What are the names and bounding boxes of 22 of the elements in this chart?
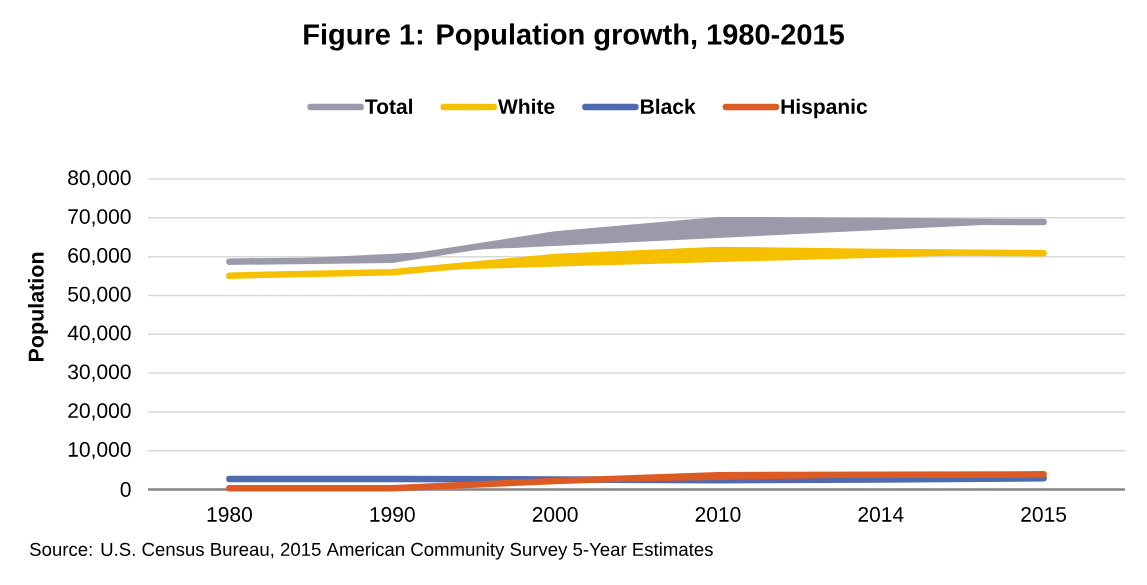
x-tick-label: 2000 [532, 507, 578, 522]
legend-label: White [497, 98, 555, 115]
x-tick-label: 1990 [370, 507, 415, 522]
y-tick-label: 30,000 [68, 364, 131, 382]
legend-label: Hispanic [781, 98, 868, 119]
y-tick-label: 50,000 [68, 286, 131, 305]
y-tick-label: 60,000 [68, 247, 131, 266]
y-tick-label: 0 [120, 482, 131, 497]
chart-title: Figure 1: Population growth, 1980-2015 [304, 23, 844, 51]
x-tick-label: 2015 [1021, 507, 1067, 522]
x-tick-label: 2010 [695, 507, 741, 522]
source-note: Source: U.S. Census Bureau, 2015 American Community Survey 5-Year Estimates [30, 542, 713, 560]
x-tick-label: 2014 [858, 507, 904, 522]
x-tick-label: 1980 [207, 507, 252, 522]
y-tick-label: 40,000 [67, 325, 131, 343]
y-tick-label: 70,000 [68, 209, 131, 227]
y-tick-label: 20,000 [68, 403, 131, 421]
y-tick-label: 10,000 [68, 442, 131, 460]
y-axis-title: Population [27, 252, 49, 362]
legend-label: Black [641, 98, 696, 115]
y-tick-label: 80,000 [68, 170, 131, 188]
legend-label: Total [365, 98, 412, 115]
